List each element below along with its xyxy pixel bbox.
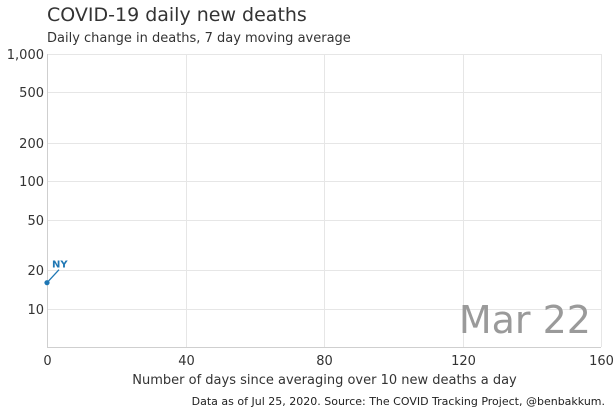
- y-tick-label: 10: [27, 303, 44, 318]
- source-note: Data as of Jul 25, 2020. Source: The COV…: [191, 395, 605, 408]
- chart-title: COVID-19 daily new deaths: [47, 4, 307, 26]
- date-overlay: Mar 22: [459, 298, 591, 342]
- series-label-leader: [46, 269, 60, 284]
- x-axis-label: Number of days since averaging over 10 n…: [132, 373, 517, 388]
- x-tick-label: 80: [316, 354, 333, 369]
- x-tick-label: 160: [589, 354, 614, 369]
- series-label: NY: [52, 260, 68, 271]
- chart-subtitle: Daily change in deaths, 7 day moving ave…: [47, 31, 351, 46]
- x-tick-label: 40: [178, 354, 195, 369]
- y-tick-label: 500: [19, 86, 44, 101]
- y-tick-label: 20: [27, 264, 44, 279]
- y-tick-label: 50: [27, 214, 44, 229]
- y-tick-label: 200: [19, 137, 44, 152]
- axis-layer: 10 20 50 100 200 500 1,000 0 40 80 120 160: [7, 48, 614, 369]
- x-tick-label: 120: [451, 354, 476, 369]
- marks-layer: NY: [44, 260, 68, 286]
- y-tick-label: 1,000: [7, 48, 44, 63]
- x-tick-label: 0: [43, 354, 51, 369]
- y-tick-label: 100: [19, 175, 44, 190]
